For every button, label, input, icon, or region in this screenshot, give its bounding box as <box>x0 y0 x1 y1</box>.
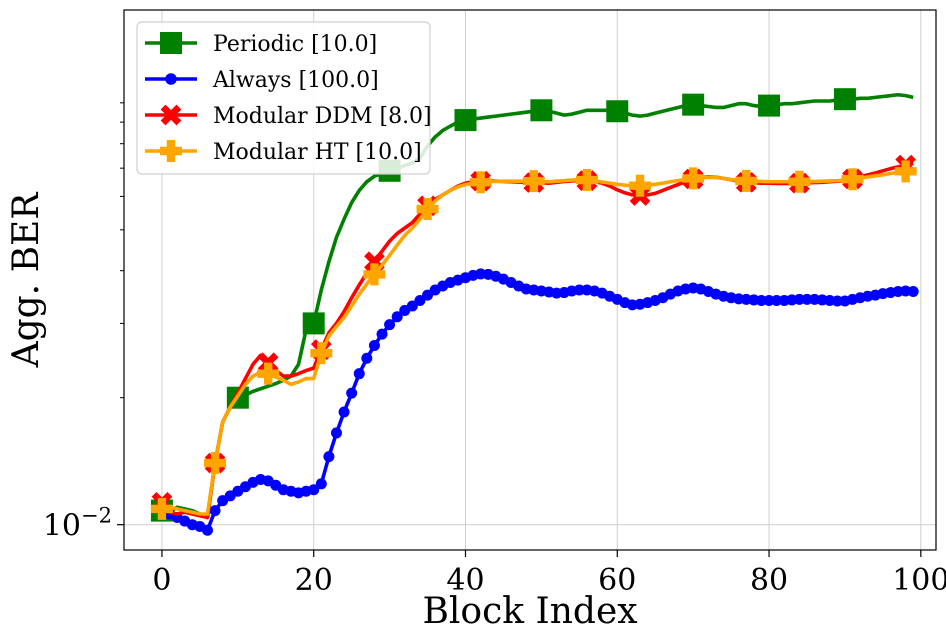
marker-plus <box>629 174 652 197</box>
marker-circle <box>771 294 783 306</box>
x-tick-label: 40 <box>446 563 484 598</box>
marker-plus <box>310 342 333 365</box>
x-tick-label: 20 <box>295 563 333 598</box>
marker-circle <box>346 387 358 399</box>
marker-circle <box>308 484 320 496</box>
marker-circle <box>361 352 373 364</box>
marker-circle <box>315 478 327 490</box>
marker-circle <box>391 311 403 323</box>
marker-square <box>160 32 182 54</box>
axis-ticks: 0 20 40 60 80 100 10−2 <box>43 102 946 598</box>
legend: Periodic [10.0] Always [100.0] Modular DDM… <box>136 21 432 175</box>
legend-label: Modular HT [10.0] <box>213 140 422 165</box>
marker-plus <box>363 263 386 286</box>
series-modular-ht-10-0 <box>150 160 917 520</box>
y-tick-label: 10−2 <box>43 504 112 544</box>
series-always-100-0 <box>156 268 919 536</box>
marker-square <box>302 312 325 335</box>
marker-plus <box>894 160 917 183</box>
marker-x <box>160 104 182 126</box>
marker-plus <box>257 362 280 385</box>
marker-plus <box>575 169 598 192</box>
series-line <box>161 168 914 516</box>
series-line <box>160 161 914 520</box>
marker-circle <box>384 319 396 331</box>
marker-circle <box>376 328 388 340</box>
legend-item: Modular DDM [8.0] <box>145 104 432 129</box>
marker-plus <box>160 140 182 162</box>
marker-plus <box>788 170 811 193</box>
marker-circle <box>907 286 919 298</box>
y-axis-label: Agg. BER <box>6 192 47 369</box>
marker-circle <box>406 300 418 312</box>
marker-circle <box>323 451 335 463</box>
legend-item: Always [100.0] <box>145 68 379 93</box>
marker-plus <box>735 169 758 192</box>
marker-circle <box>338 406 350 418</box>
legend-item: Periodic [10.0] <box>145 32 377 57</box>
marker-plus <box>150 497 173 520</box>
marker-circle <box>831 295 843 307</box>
series-line <box>161 272 914 533</box>
marker-circle <box>793 293 805 305</box>
marker-circle <box>353 368 365 380</box>
marker-circle <box>209 505 221 517</box>
marker-square <box>682 93 705 116</box>
marker-circle <box>801 293 813 305</box>
series-group <box>150 88 919 536</box>
legend-label: Modular DDM [8.0] <box>213 104 432 129</box>
legend-item: Modular HT [10.0] <box>145 140 422 165</box>
marker-circle <box>165 73 177 85</box>
marker-square <box>758 94 781 117</box>
marker-square <box>606 100 629 123</box>
series-modular-ddm-8-0 <box>151 154 916 520</box>
legend-label: Always [100.0] <box>212 68 379 93</box>
marker-circle <box>573 284 585 296</box>
x-tick-label: 100 <box>892 563 946 598</box>
marker-circle <box>763 294 775 306</box>
legend-label: Periodic [10.0] <box>213 32 377 57</box>
marker-plus <box>682 167 705 190</box>
marker-circle <box>330 427 342 439</box>
legend-box <box>136 21 431 175</box>
marker-plus <box>416 198 439 221</box>
x-tick-label: 0 <box>152 563 171 598</box>
x-tick-label: 60 <box>598 563 636 598</box>
marker-circle <box>201 524 213 536</box>
marker-square <box>833 88 856 111</box>
marker-plus <box>841 168 864 191</box>
marker-plus <box>522 170 545 193</box>
plot-frame <box>123 9 937 551</box>
marker-plus <box>469 171 492 194</box>
marker-plus <box>204 452 227 475</box>
marker-circle <box>368 339 380 351</box>
x-tick-label: 80 <box>750 563 788 598</box>
marker-square <box>454 109 477 132</box>
marker-circle <box>755 294 767 306</box>
marker-square <box>530 99 553 122</box>
x-axis-label: Block Index <box>422 591 637 632</box>
